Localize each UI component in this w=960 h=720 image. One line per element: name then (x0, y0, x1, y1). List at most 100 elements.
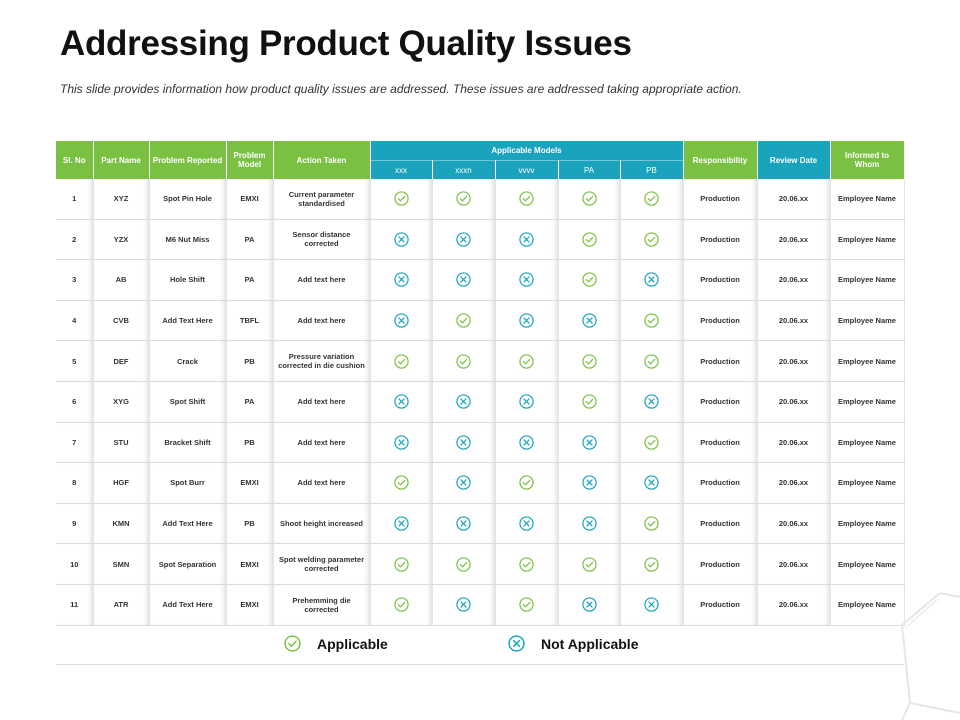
cell-model-status (558, 503, 621, 545)
cell-responsibility: Production (683, 462, 758, 504)
table-body: 1 XYZ Spot Pin Hole EMXI Current parameter s… (56, 179, 905, 626)
cross-circle-icon (644, 475, 659, 491)
cell-informed-to-whom: Employee Name (830, 381, 905, 423)
cross-circle-icon (456, 435, 471, 450)
table-row: 9 KMN Add Text Here PB Shoot height increase… (56, 503, 905, 545)
cell-informed-to-whom: Employee Name (830, 340, 905, 382)
cell-model-status (370, 381, 433, 423)
cross-circle-icon (581, 435, 597, 450)
cell-sl-no: 11 (56, 584, 94, 626)
cross-circle-icon (456, 232, 471, 247)
cross-circle-icon (519, 516, 534, 531)
cell-model-status (495, 422, 559, 464)
cell-model-status (432, 381, 496, 423)
cell-part-name: XYZ (93, 179, 150, 220)
cell-problem-reported: Spot Separation (149, 543, 227, 585)
cell-informed-to-whom: Employee Name (830, 543, 905, 585)
cell-informed-to-whom: Employee Name (830, 462, 905, 504)
cell-model-status (370, 462, 433, 504)
cell-model-status (432, 503, 496, 545)
header-review-date: Review Date (757, 141, 831, 179)
table-row: 3 AB Hole Shift PA Add text here Production 20… (56, 259, 905, 301)
cell-problem-reported: Add Text Here (149, 584, 227, 626)
cell-sl-no: 1 (56, 179, 94, 220)
cross-circle-icon (581, 597, 597, 612)
check-circle-icon (393, 475, 409, 491)
cell-problem-reported: Hole Shift (149, 259, 227, 301)
cell-responsibility: Production (683, 422, 758, 464)
cell-model-status (370, 179, 433, 220)
legend-applicable-label: Applicable (317, 635, 388, 652)
cell-action-taken: Shoot height increased (273, 503, 371, 545)
cross-circle-icon (393, 232, 409, 247)
cell-model-status (495, 381, 559, 423)
cell-responsibility: Production (683, 219, 758, 261)
cell-part-name: STU (93, 422, 150, 464)
check-circle-icon (393, 597, 409, 612)
cell-problem-reported: Spot Pin Hole (149, 179, 227, 220)
check-circle-icon (456, 191, 471, 206)
cell-model-status (495, 259, 559, 301)
cell-responsibility: Production (683, 584, 758, 626)
cell-action-taken: Add text here (273, 462, 371, 504)
cell-problem-reported: Spot Burr (149, 462, 227, 504)
cell-model-status (370, 259, 433, 301)
header-model-xxx: xxx (370, 160, 433, 179)
cell-model-status (558, 300, 621, 342)
cell-model-status (495, 462, 559, 504)
header-problem-reported: Problem Reported (149, 141, 227, 179)
cell-sl-no: 10 (56, 543, 94, 585)
cross-circle-icon (644, 272, 659, 288)
cell-action-taken: Sensor distance corrected (273, 219, 371, 261)
cross-circle-icon (393, 313, 409, 328)
cell-problem-model: EMXI (226, 543, 274, 585)
cell-problem-model: PB (226, 340, 274, 382)
header-model-vvvv: vvvv (495, 160, 559, 179)
cell-responsibility: Production (683, 381, 758, 423)
check-circle-icon (393, 556, 409, 572)
cross-circle-icon (519, 232, 534, 247)
cell-action-taken: Current parameter standardised (273, 179, 371, 220)
cell-model-status (620, 462, 684, 504)
cell-model-status (495, 543, 559, 585)
table-row: 10 SMN Spot Separation EMXI Spot welding par… (56, 543, 905, 585)
check-circle-icon (581, 556, 597, 572)
cell-model-status (432, 462, 496, 504)
cell-informed-to-whom: Employee Name (830, 422, 905, 464)
check-circle-icon (581, 232, 597, 247)
cell-action-taken: Spot welding parameter corrected (273, 543, 371, 585)
check-circle-icon (284, 635, 301, 652)
cell-model-status (620, 259, 684, 301)
cell-model-status (620, 300, 684, 342)
cell-action-taken: Add text here (273, 259, 371, 301)
cell-model-status (432, 422, 496, 464)
cell-model-status (558, 179, 621, 220)
cell-part-name: ATR (93, 584, 150, 626)
cross-circle-icon (456, 394, 471, 409)
check-circle-icon (581, 191, 597, 206)
cross-circle-icon (581, 313, 597, 328)
cell-model-status (558, 340, 621, 382)
check-circle-icon (519, 556, 534, 572)
cell-sl-no: 3 (56, 259, 94, 301)
cell-informed-to-whom: Employee Name (830, 503, 905, 545)
cell-sl-no: 4 (56, 300, 94, 342)
cell-model-status (495, 219, 559, 261)
cell-sl-no: 7 (56, 422, 94, 464)
cell-model-status (558, 462, 621, 504)
cell-model-status (495, 503, 559, 545)
cell-review-date: 20.06.xx (757, 300, 831, 342)
cell-model-status (558, 422, 621, 464)
cell-model-status (620, 422, 684, 464)
cross-circle-icon (519, 394, 534, 409)
cell-responsibility: Production (683, 259, 758, 301)
legend-not-applicable: Not Applicable (508, 635, 639, 652)
cell-problem-model: PA (226, 219, 274, 261)
cell-model-status (620, 381, 684, 423)
cell-problem-reported: Crack (149, 340, 227, 382)
cell-sl-no: 8 (56, 462, 94, 504)
header-model-pa: PA (558, 160, 621, 179)
cell-part-name: KMN (93, 503, 150, 545)
page-subtitle: This slide provides information how prod… (60, 82, 742, 96)
cell-review-date: 20.06.xx (757, 422, 831, 464)
